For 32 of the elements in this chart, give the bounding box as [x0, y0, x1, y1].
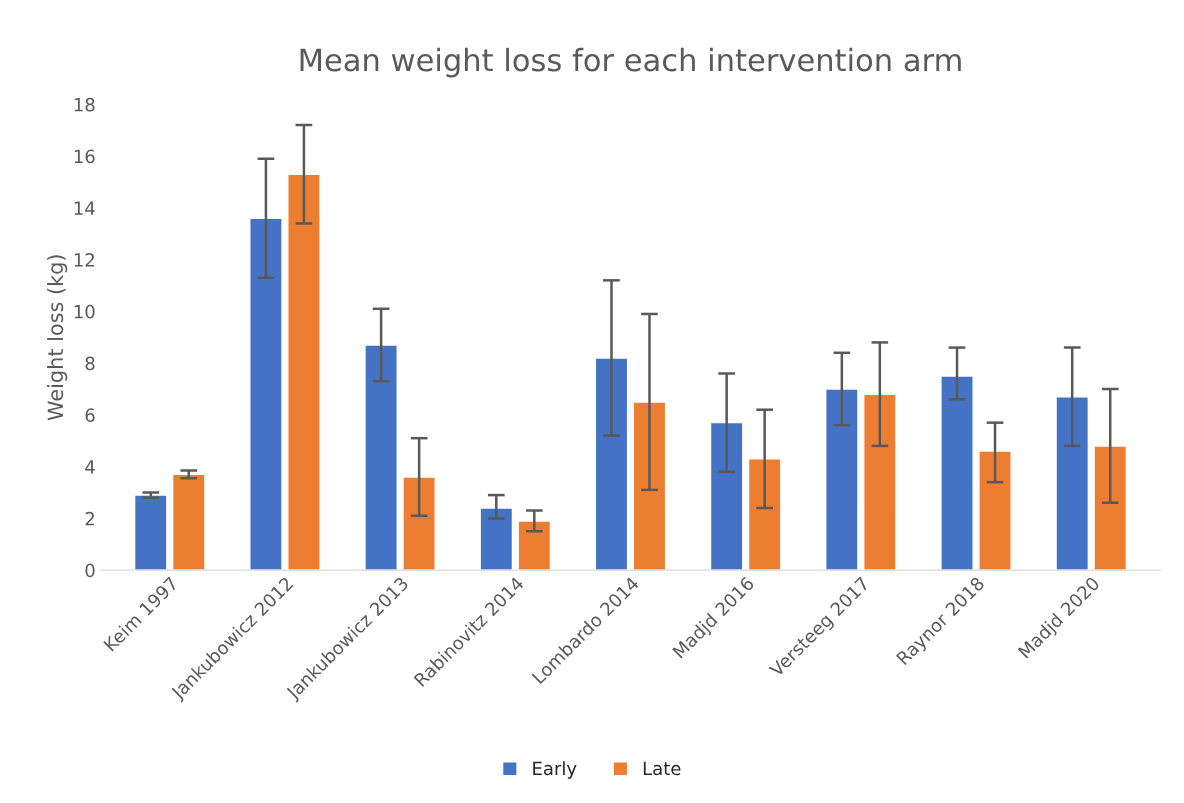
- bar: [364, 344, 398, 571]
- y-tick-label: 10: [74, 304, 95, 319]
- bar: [1055, 396, 1090, 571]
- y-axis-title: Weight loss (kg): [47, 255, 68, 421]
- bar: [479, 507, 514, 571]
- legend-label: Early: [533, 761, 577, 779]
- bar: [133, 494, 168, 571]
- bar: [709, 421, 744, 571]
- y-tick-label: 8: [85, 356, 95, 371]
- bar: [940, 375, 974, 571]
- y-tick-label: 12: [74, 253, 94, 267]
- legend-label: Late: [643, 761, 681, 776]
- bar: [594, 357, 629, 571]
- y-tick-label: 0: [85, 563, 95, 578]
- y-tick-label: 16: [74, 149, 95, 164]
- y-tick-label: 14: [74, 201, 95, 215]
- bar: [287, 173, 321, 571]
- bar: [402, 476, 436, 571]
- bar: [517, 520, 552, 571]
- bar: [747, 458, 782, 571]
- bar: [171, 473, 206, 571]
- bar: [632, 401, 667, 571]
- chart-title: Mean weight loss for each intervention arm: [300, 47, 961, 78]
- y-tick-label: 18: [74, 97, 95, 112]
- bar: [863, 393, 897, 571]
- bar: [1093, 445, 1128, 571]
- y-tick-label: 2: [85, 511, 94, 526]
- bar: [978, 450, 1012, 571]
- bar: [825, 388, 859, 571]
- y-tick-label: 6: [85, 408, 95, 422]
- y-tick-label: 4: [85, 460, 95, 474]
- bar: [249, 217, 283, 571]
